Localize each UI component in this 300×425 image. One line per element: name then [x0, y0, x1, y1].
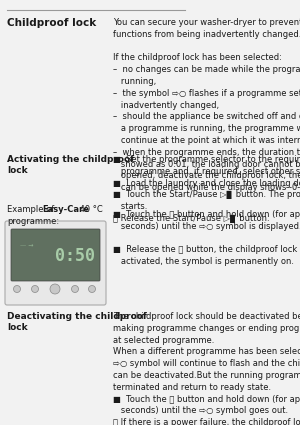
Text: 40 °C: 40 °C — [77, 205, 103, 214]
FancyBboxPatch shape — [11, 229, 100, 281]
Text: ■  Set the programme selector to the required
   programme and, if required, sel: ■ Set the programme selector to the requ… — [113, 155, 300, 223]
Circle shape — [71, 286, 79, 292]
Text: programme:: programme: — [7, 217, 59, 226]
Text: Example of: Example of — [7, 205, 57, 214]
Text: ■  Touch the ⌛ button and hold down (for approx. 5
   seconds) until the ⇨○ symb: ■ Touch the ⌛ button and hold down (for … — [113, 210, 300, 266]
Circle shape — [14, 286, 20, 292]
Text: 0:50: 0:50 — [55, 247, 94, 265]
Text: — →: — → — [20, 243, 34, 247]
Text: Activating the childproof
lock: Activating the childproof lock — [7, 155, 134, 175]
Text: You can secure your washer-dryer to prevent selected
functions from being inadve: You can secure your washer-dryer to prev… — [113, 18, 300, 192]
Circle shape — [32, 286, 38, 292]
Text: The childproof lock should be deactivated before
making programme changes or end: The childproof lock should be deactivate… — [113, 312, 300, 425]
FancyBboxPatch shape — [5, 221, 106, 305]
Circle shape — [88, 286, 95, 292]
Text: Deactivating the childproof
lock: Deactivating the childproof lock — [7, 312, 147, 332]
Text: Easy-Care: Easy-Care — [42, 205, 89, 214]
Circle shape — [50, 284, 60, 294]
Text: Childproof lock: Childproof lock — [7, 18, 96, 28]
